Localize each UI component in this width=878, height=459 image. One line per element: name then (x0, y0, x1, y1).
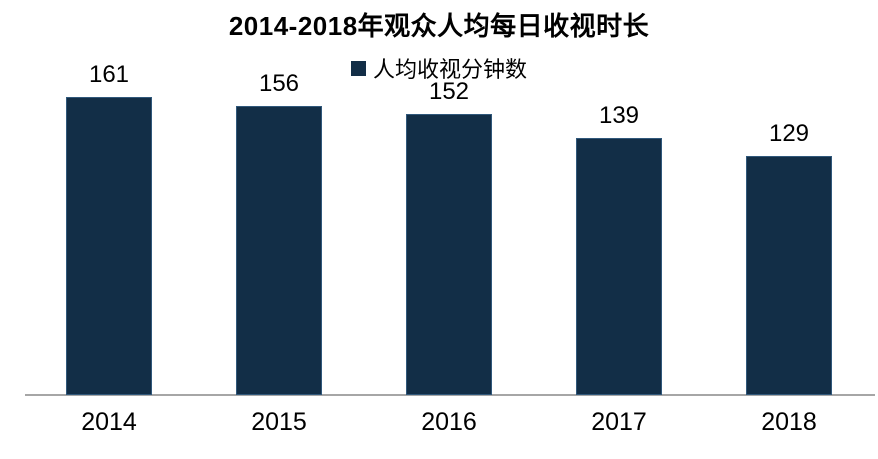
x-tick-label-2014: 2014 (81, 408, 137, 436)
bar-2014 (66, 97, 152, 395)
legend: 人均收视分钟数 (0, 52, 878, 84)
bar-value-label-2014: 161 (88, 61, 130, 88)
x-axis-line (25, 394, 875, 396)
bar-2016 (406, 114, 492, 395)
bar-2015 (236, 106, 322, 395)
x-tick-label-2015: 2015 (251, 408, 307, 436)
legend-label: 人均收视分钟数 (372, 57, 527, 82)
x-tick-label-2017: 2017 (591, 408, 647, 436)
bar-value-label-2018: 129 (768, 120, 810, 147)
bar-2017 (576, 138, 662, 395)
chart-title: 2014-2018年观众人均每日收视时长 (228, 11, 650, 41)
bar-value-label-2017: 139 (598, 102, 640, 129)
x-tick-label-2016: 2016 (421, 408, 477, 436)
x-tick-label-2018: 2018 (761, 408, 817, 436)
bar-value-label-2016: 152 (428, 78, 470, 105)
legend-swatch-icon (350, 60, 366, 76)
bar-2018 (746, 156, 832, 395)
bar-value-label-2015: 156 (258, 70, 300, 97)
